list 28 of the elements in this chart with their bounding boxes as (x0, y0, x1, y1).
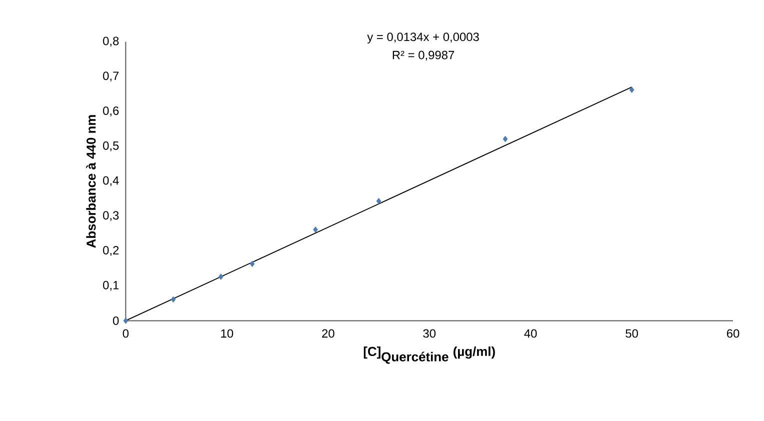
y-tick-label: 0,8 (103, 36, 119, 47)
point (313, 226, 318, 233)
y-tick-label: 0,2 (103, 246, 119, 256)
point (502, 136, 508, 142)
x-tick-label: 40 (524, 329, 537, 338)
x-tick-label: 10 (221, 329, 234, 338)
y-tick-label: 0,1 (103, 280, 119, 291)
x-tick-label: 30 (423, 329, 436, 338)
y-tick-label: 0,6 (103, 106, 119, 116)
x-tick-label: 0 (122, 329, 129, 338)
annotation: R² = 0,9987 (392, 50, 454, 61)
x-tick-label: 60 (726, 329, 740, 338)
point (123, 318, 128, 324)
point (376, 198, 382, 204)
point (250, 260, 255, 268)
point (629, 86, 634, 94)
x-tick-label: 20 (322, 329, 334, 338)
y-tick-label: 0,4 (103, 176, 119, 186)
y-tick-label: 0,5 (103, 141, 119, 152)
point (170, 296, 176, 303)
x-axis-title: $\textbf{[C]}_{\textbf{Quercétine}}\ \textbf{(µg/ml)}$ (364, 346, 495, 364)
point (218, 274, 224, 280)
annotation: y = 0,0134x + 0,0003 (367, 32, 479, 44)
y-tick-label: 0 (113, 316, 119, 325)
x-tick-label: 50 (626, 329, 638, 338)
y-tick-label: 0,3 (103, 211, 119, 222)
y-tick-label: 0,7 (103, 72, 119, 82)
y-axis-title: Absorbance à 440 nm (86, 115, 96, 248)
